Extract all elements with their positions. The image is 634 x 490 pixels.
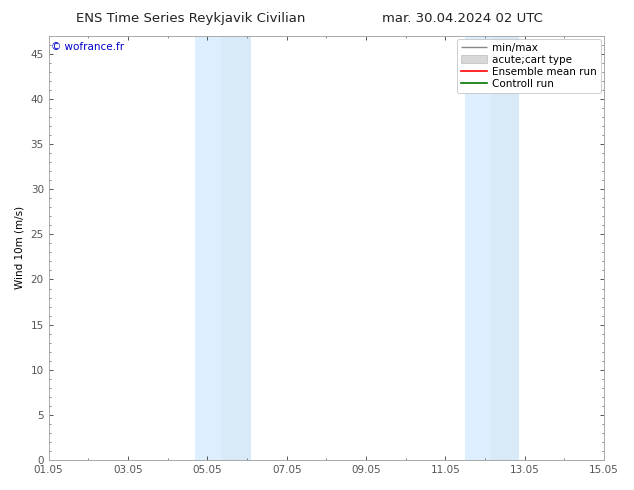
Bar	[221, 36, 251, 460]
Bar	[491, 36, 519, 460]
Y-axis label: Wind 10m (m/s): Wind 10m (m/s)	[15, 206, 25, 290]
Text: ENS Time Series Reykjavik Civilian: ENS Time Series Reykjavik Civilian	[75, 12, 305, 25]
Text: © wofrance.fr: © wofrance.fr	[51, 42, 124, 52]
Legend: min/max, acute;cart type, Ensemble mean run, Controll run: min/max, acute;cart type, Ensemble mean …	[456, 39, 601, 93]
Text: mar. 30.04.2024 02 UTC: mar. 30.04.2024 02 UTC	[382, 12, 543, 25]
Bar	[195, 36, 221, 460]
Bar	[465, 36, 491, 460]
